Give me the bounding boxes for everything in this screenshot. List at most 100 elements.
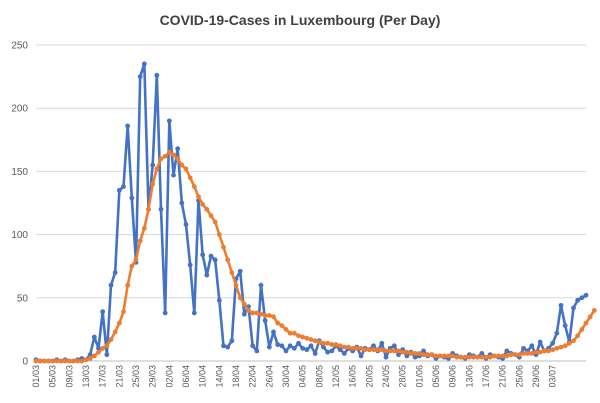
data-point bbox=[137, 238, 143, 244]
data-point bbox=[554, 345, 560, 351]
data-point bbox=[421, 348, 426, 354]
series-line bbox=[36, 151, 596, 363]
data-point bbox=[196, 194, 201, 200]
data-point bbox=[408, 351, 414, 356]
data-point bbox=[333, 342, 339, 347]
x-tick-label: 22/04 bbox=[248, 365, 258, 388]
data-point bbox=[175, 156, 181, 162]
data-point bbox=[404, 349, 410, 355]
data-point bbox=[112, 270, 118, 275]
data-point bbox=[200, 201, 206, 207]
data-point bbox=[571, 338, 576, 344]
data-point bbox=[562, 343, 568, 349]
x-tick-label: 16/05 bbox=[348, 365, 358, 388]
chart-title: COVID-19-Cases in Luxembourg (Per Day) bbox=[160, 12, 441, 28]
data-point bbox=[204, 206, 210, 212]
data-point bbox=[308, 337, 314, 342]
data-point bbox=[258, 311, 264, 317]
data-point bbox=[129, 263, 135, 269]
data-point bbox=[112, 329, 118, 335]
data-point bbox=[104, 352, 110, 358]
data-point bbox=[283, 327, 289, 332]
data-point bbox=[229, 338, 235, 344]
data-point bbox=[391, 343, 397, 349]
data-point bbox=[471, 354, 476, 360]
data-point bbox=[87, 356, 93, 361]
data-point bbox=[275, 342, 281, 347]
data-point bbox=[371, 347, 376, 353]
y-tick-label: 0 bbox=[22, 357, 28, 368]
data-point bbox=[300, 345, 306, 351]
data-point bbox=[58, 358, 64, 364]
data-point bbox=[329, 348, 335, 354]
data-point bbox=[554, 330, 560, 336]
x-tick-label: 13/06 bbox=[464, 365, 474, 388]
data-point bbox=[287, 343, 293, 349]
data-point bbox=[341, 344, 347, 350]
y-tick-label: 100 bbox=[11, 230, 28, 241]
data-point bbox=[496, 353, 501, 359]
data-point bbox=[46, 358, 51, 364]
data-point bbox=[150, 181, 156, 187]
data-point bbox=[371, 343, 376, 349]
data-point bbox=[575, 333, 581, 339]
data-point bbox=[125, 123, 131, 129]
data-point bbox=[179, 162, 185, 168]
x-tick-label: 01/06 bbox=[414, 365, 424, 388]
data-point bbox=[41, 358, 47, 364]
data-point bbox=[441, 353, 447, 359]
data-point bbox=[179, 200, 185, 206]
x-tick-label: 14/04 bbox=[214, 365, 224, 388]
x-tick-label: 30/04 bbox=[281, 365, 291, 388]
data-point bbox=[237, 295, 243, 301]
data-point bbox=[229, 270, 235, 275]
data-point bbox=[137, 74, 143, 79]
data-point bbox=[516, 352, 522, 358]
data-point bbox=[491, 353, 497, 359]
data-point bbox=[271, 329, 276, 335]
data-point bbox=[275, 320, 281, 326]
data-point bbox=[62, 358, 68, 364]
data-point bbox=[208, 213, 214, 219]
y-tick-label: 50 bbox=[17, 293, 29, 304]
data-point bbox=[383, 348, 389, 354]
data-point bbox=[325, 340, 331, 346]
x-tick-label: 21/03 bbox=[114, 365, 124, 388]
data-point bbox=[266, 313, 272, 318]
data-point bbox=[350, 345, 356, 351]
data-point bbox=[583, 320, 589, 326]
data-point bbox=[50, 358, 56, 364]
data-point bbox=[383, 354, 389, 360]
data-point bbox=[304, 347, 310, 353]
data-point bbox=[121, 309, 126, 315]
data-point bbox=[558, 344, 564, 350]
y-tick-label: 150 bbox=[11, 167, 28, 178]
data-point bbox=[175, 146, 181, 152]
data-point bbox=[254, 348, 260, 354]
x-axis-labels: 01/03 05/03 09/03 13/03 17/03 21/03 25/03 29/03… bbox=[31, 365, 558, 388]
x-tick-label: 10/04 bbox=[198, 365, 208, 388]
data-point bbox=[225, 344, 231, 350]
data-point bbox=[329, 342, 335, 347]
data-point bbox=[221, 244, 226, 250]
data-point bbox=[529, 343, 535, 349]
data-point bbox=[412, 354, 418, 360]
data-point bbox=[166, 118, 172, 124]
data-point bbox=[321, 344, 326, 350]
data-point bbox=[154, 166, 160, 172]
data-point bbox=[191, 310, 197, 316]
data-point bbox=[91, 353, 97, 359]
x-tick-label: 18/04 bbox=[231, 365, 241, 388]
data-point bbox=[150, 162, 156, 168]
data-point bbox=[279, 323, 285, 329]
data-point bbox=[287, 330, 293, 336]
x-tick-label: 08/05 bbox=[314, 365, 324, 388]
data-point bbox=[71, 358, 76, 364]
data-point bbox=[116, 187, 122, 193]
data-point bbox=[358, 345, 364, 351]
data-point bbox=[362, 347, 368, 353]
data-point bbox=[429, 352, 435, 358]
x-tick-label: 09/06 bbox=[448, 365, 458, 388]
